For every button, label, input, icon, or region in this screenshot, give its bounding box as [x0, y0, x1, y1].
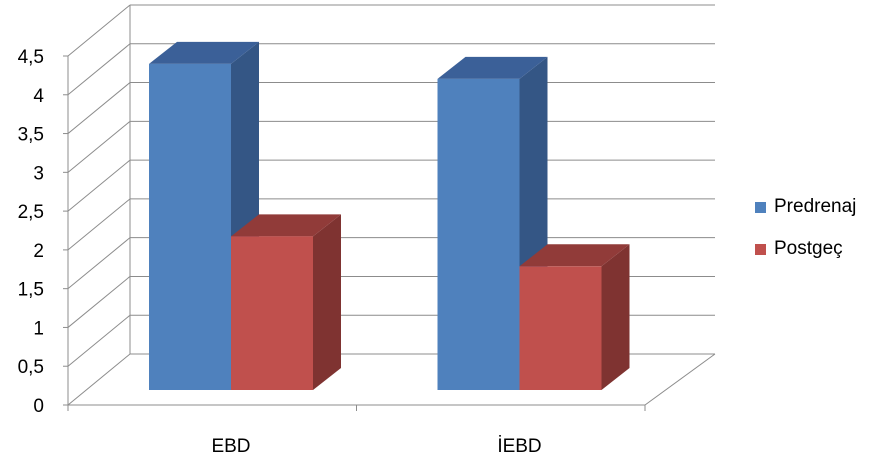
gridline-side: [67, 276, 131, 328]
bar-front: [149, 63, 231, 391]
bars: [149, 41, 630, 391]
bar-front: [231, 236, 313, 390]
gridline-side: [67, 198, 131, 251]
bar-top: [149, 41, 259, 64]
y-tick-label: 4,5: [18, 47, 44, 68]
y-tick-label: 0: [33, 396, 44, 417]
y-tick-label: 1,5: [18, 280, 44, 301]
legend-item-postgec: Postgeç: [755, 238, 856, 260]
gridline-side: [67, 159, 131, 212]
gridline-side: [67, 314, 131, 367]
gridline-side: [67, 43, 131, 96]
gridline-side: [67, 120, 131, 173]
legend: Predrenaj Postgeç: [755, 196, 856, 280]
bar-postge-0: [231, 214, 341, 390]
y-tick-label: 0,5: [18, 357, 44, 378]
gridline-side: [67, 353, 131, 406]
x-tick-label: İEBD: [497, 436, 541, 457]
y-tick-label: 3: [33, 163, 44, 184]
bar-front: [519, 266, 602, 390]
legend-swatch-predrenaj: [755, 201, 766, 213]
y-tick-label: 4: [33, 86, 44, 107]
axes: [63, 55, 716, 411]
y-tick-label: 3,5: [18, 125, 44, 146]
gridline-side: [67, 82, 131, 134]
y-tick-label: 1: [33, 318, 44, 339]
y-tick-label: 2: [33, 241, 44, 262]
legend-item-predrenaj: Predrenaj: [755, 196, 856, 218]
bar-side: [313, 214, 341, 390]
gridline-side: [67, 4, 131, 57]
y-tick-label: 2,5: [18, 202, 44, 223]
legend-label-predrenaj: Predrenaj: [774, 196, 857, 217]
legend-label-postgec: Postgeç: [774, 238, 843, 259]
bar-postge-1: [519, 244, 630, 390]
x-tick-label: EBD: [211, 436, 250, 457]
bar-side: [601, 244, 630, 390]
legend-swatch-postgec: [755, 243, 766, 255]
bar-predrenaj-0: [149, 41, 259, 391]
gridline-side: [67, 237, 131, 290]
floor-right-edge: [644, 353, 716, 406]
bar-top: [437, 56, 548, 79]
bar-top: [231, 214, 341, 237]
bar-top: [519, 244, 630, 267]
bar-front: [437, 78, 520, 390]
tick-labels: 0 0,5 1 1,5 2 2,5 3 3,5 4 4,5 EBD İEBD: [18, 47, 542, 457]
